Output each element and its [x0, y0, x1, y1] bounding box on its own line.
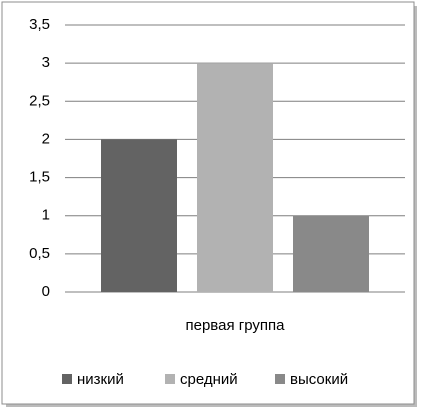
y-tick-label: 2,5	[29, 92, 50, 109]
y-tick-label: 1,5	[29, 169, 50, 186]
x-tick-label: первая группа	[186, 317, 286, 334]
legend-label: высокий	[290, 371, 348, 388]
y-tick-label: 3	[42, 54, 50, 71]
y-tick-label: 1	[42, 207, 50, 224]
legend-swatch	[165, 374, 175, 384]
y-tick-label: 3,5	[29, 16, 50, 33]
legend-swatch	[275, 374, 285, 384]
legend-label: средний	[180, 371, 238, 388]
legend-swatch	[62, 374, 72, 384]
legend-label: низкий	[77, 371, 124, 388]
y-tick-label: 0,5	[29, 245, 50, 262]
bar	[197, 63, 273, 293]
bar	[293, 215, 369, 292]
y-tick-label: 2	[42, 130, 50, 147]
y-tick-label: 0	[42, 283, 50, 300]
bar	[101, 139, 177, 292]
